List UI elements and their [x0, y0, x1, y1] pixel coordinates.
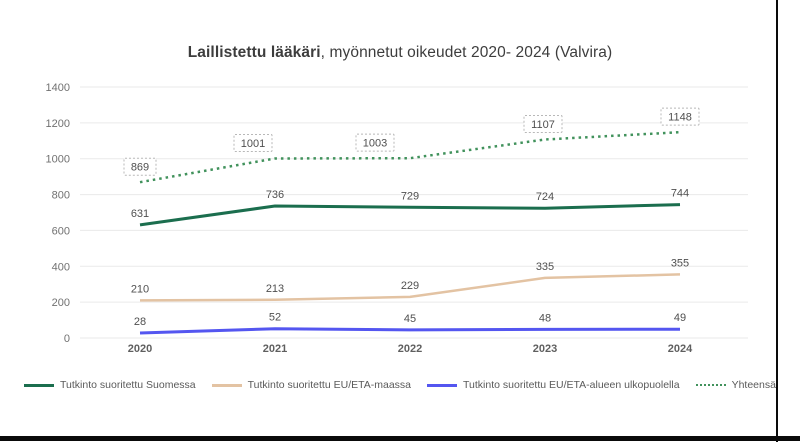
legend-label: Yhteensä: [731, 379, 776, 391]
series-line-4: [139, 130, 681, 184]
legend-label: Tutkinto suoritettu Suomessa: [60, 379, 196, 391]
line-swatch-icon: [211, 383, 242, 387]
data-label: 744: [671, 188, 689, 200]
svg-text:1003: 1003: [363, 138, 387, 150]
data-label: 49: [674, 312, 686, 324]
chart-title-bold: Laillistettu lääkäri: [187, 44, 321, 61]
series-line-3: [139, 327, 681, 335]
y-tick-label: 1200: [46, 118, 70, 130]
x-tick-label: 2021: [263, 343, 287, 355]
y-tick-label: 1000: [46, 154, 70, 166]
y-tick-label: 0: [64, 333, 70, 345]
y-tick-label: 1400: [46, 82, 70, 94]
data-label: 28: [134, 316, 146, 328]
data-label: 335: [536, 261, 554, 273]
line-swatch-icon: [24, 383, 55, 387]
line-swatch-icon: [427, 383, 458, 387]
legend-label: Tutkinto suoritettu EU/ETA-alueen ulkopu…: [463, 379, 680, 391]
y-tick-label: 200: [52, 297, 70, 309]
screen-edge-bottom: [0, 436, 800, 441]
svg-text:1107: 1107: [531, 119, 555, 131]
data-label: 52: [269, 312, 281, 324]
data-label: 229: [401, 280, 419, 292]
total-label-box: 1148: [660, 107, 700, 126]
legend-label: Tutkinto suoritettu EU/ETA-maassa: [247, 379, 412, 391]
x-tick-label: 2024: [668, 343, 693, 355]
data-label: 631: [131, 208, 149, 220]
data-label: 724: [536, 191, 554, 203]
svg-text:869: 869: [131, 162, 149, 174]
y-tick-label: 800: [52, 190, 70, 202]
x-tick-label: 2022: [398, 343, 422, 355]
svg-text:1148: 1148: [668, 112, 692, 124]
screen-edge-right: [776, 0, 778, 442]
series-line-2: [139, 273, 681, 302]
data-label: 736: [266, 189, 284, 201]
total-label-box: 1107: [523, 115, 563, 134]
total-label-box: 869: [123, 157, 157, 176]
data-label: 355: [671, 257, 689, 269]
chart-title: Laillistettu lääkäri, myönnetut oikeudet…: [0, 44, 800, 62]
series-line-1: [139, 203, 681, 227]
data-label: 213: [266, 283, 284, 295]
legend-item-4[interactable]: Yhteensä: [695, 379, 776, 391]
total-label-box: 1003: [355, 133, 395, 152]
x-tick-label: 2023: [533, 343, 557, 355]
dotted-line-swatch-icon: [695, 384, 726, 386]
y-tick-label: 600: [52, 225, 70, 237]
y-tick-label: 400: [52, 261, 70, 273]
data-label: 729: [401, 190, 419, 202]
data-label: 45: [404, 313, 416, 325]
data-label: 210: [131, 283, 149, 295]
legend-item-1[interactable]: Tutkinto suoritettu Suomessa: [24, 379, 196, 391]
chart-title-rest: , myönnetut oikeudet 2020- 2024 (Valvira…: [320, 44, 613, 61]
data-label: 48: [539, 312, 551, 324]
total-label-box: 1001: [233, 134, 273, 153]
x-tick-label: 2020: [128, 343, 152, 355]
chart-legend: Tutkinto suoritettu Suomessa Tutkinto suo…: [0, 379, 800, 391]
legend-item-3[interactable]: Tutkinto suoritettu EU/ETA-alueen ulkopu…: [427, 379, 680, 391]
legend-item-2[interactable]: Tutkinto suoritettu EU/ETA-maassa: [211, 379, 412, 391]
svg-text:1001: 1001: [241, 138, 265, 150]
